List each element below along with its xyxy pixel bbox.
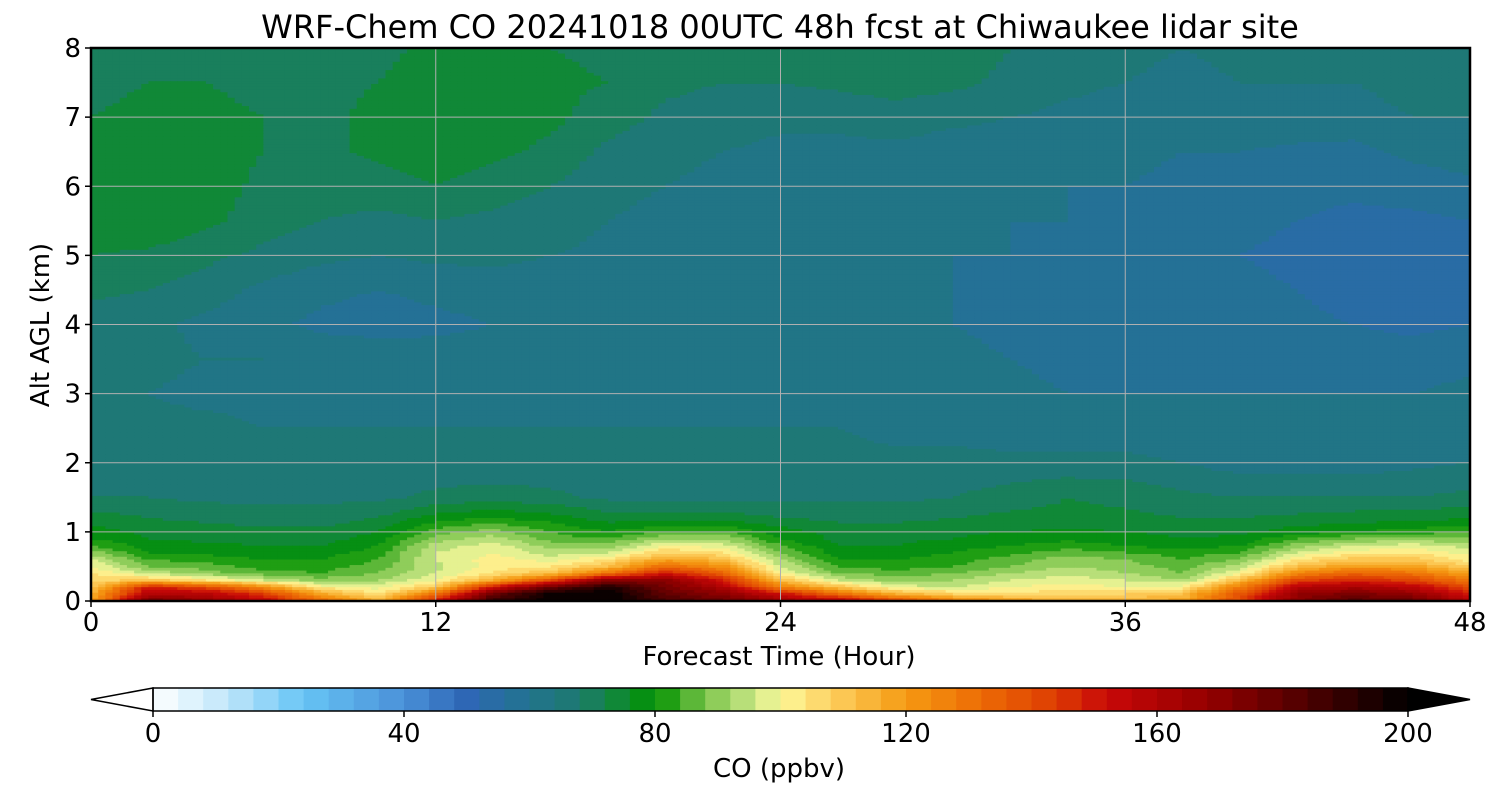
figure: WRF-Chem CO 20241018 00UTC 48h fcst at C… [0, 0, 1500, 800]
